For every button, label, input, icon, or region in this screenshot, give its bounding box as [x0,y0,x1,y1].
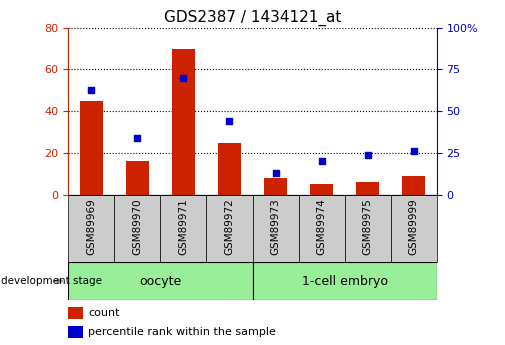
Bar [68,195,114,262]
Text: GSM89970: GSM89970 [132,198,142,255]
Text: percentile rank within the sample: percentile rank within the sample [88,327,276,337]
Bar [68,262,252,300]
Text: oocyte: oocyte [139,275,181,288]
Bar [310,185,333,195]
Bar [161,195,207,262]
Bar [252,195,298,262]
Point [318,159,326,164]
Bar [264,178,287,195]
Text: 1-cell embryo: 1-cell embryo [301,275,388,288]
Bar [126,161,149,195]
Title: GDS2387 / 1434121_at: GDS2387 / 1434121_at [164,10,341,26]
Point [410,149,418,154]
Text: GSM89973: GSM89973 [271,198,281,255]
Bar [252,262,437,300]
Bar [114,195,161,262]
Point [272,170,280,176]
Point [364,152,372,158]
Bar [391,195,437,262]
Point [87,87,95,92]
Text: GSM89974: GSM89974 [317,198,327,255]
Text: GSM89975: GSM89975 [363,198,373,255]
Bar [356,183,379,195]
Point [225,119,233,124]
Bar [68,307,83,319]
Bar [68,326,83,338]
Bar [345,195,391,262]
Text: GSM89999: GSM89999 [409,198,419,255]
Bar [402,176,425,195]
Text: count: count [88,308,120,318]
Text: GSM89969: GSM89969 [86,198,96,255]
Bar [172,49,195,195]
Bar [218,142,241,195]
Text: development stage: development stage [2,276,103,286]
Point [179,75,187,81]
Text: GSM89971: GSM89971 [178,198,188,255]
Point [133,135,141,141]
Bar [80,101,103,195]
Bar [207,195,252,262]
Text: GSM89972: GSM89972 [224,198,234,255]
Bar [298,195,345,262]
